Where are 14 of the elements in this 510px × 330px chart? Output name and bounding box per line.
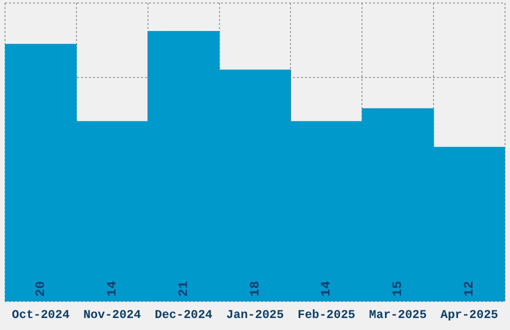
data-label: 20 [32,280,48,297]
x-tick-label: Mar-2025 [369,308,427,322]
x-tick-label: Nov-2024 [83,308,141,322]
data-label: 21 [176,280,191,297]
x-tick-label: Apr-2025 [440,308,498,322]
x-tick-label: Dec-2024 [154,308,212,322]
data-label: 18 [247,280,262,297]
data-label: 14 [318,280,334,297]
x-tick-label: Jan-2025 [226,308,284,322]
x-tick-label: Oct-2024 [12,308,70,322]
data-label: 15 [390,280,406,297]
data-label: 12 [462,280,477,297]
data-label: 14 [104,280,120,297]
x-tick-label: Feb-2025 [298,308,356,322]
